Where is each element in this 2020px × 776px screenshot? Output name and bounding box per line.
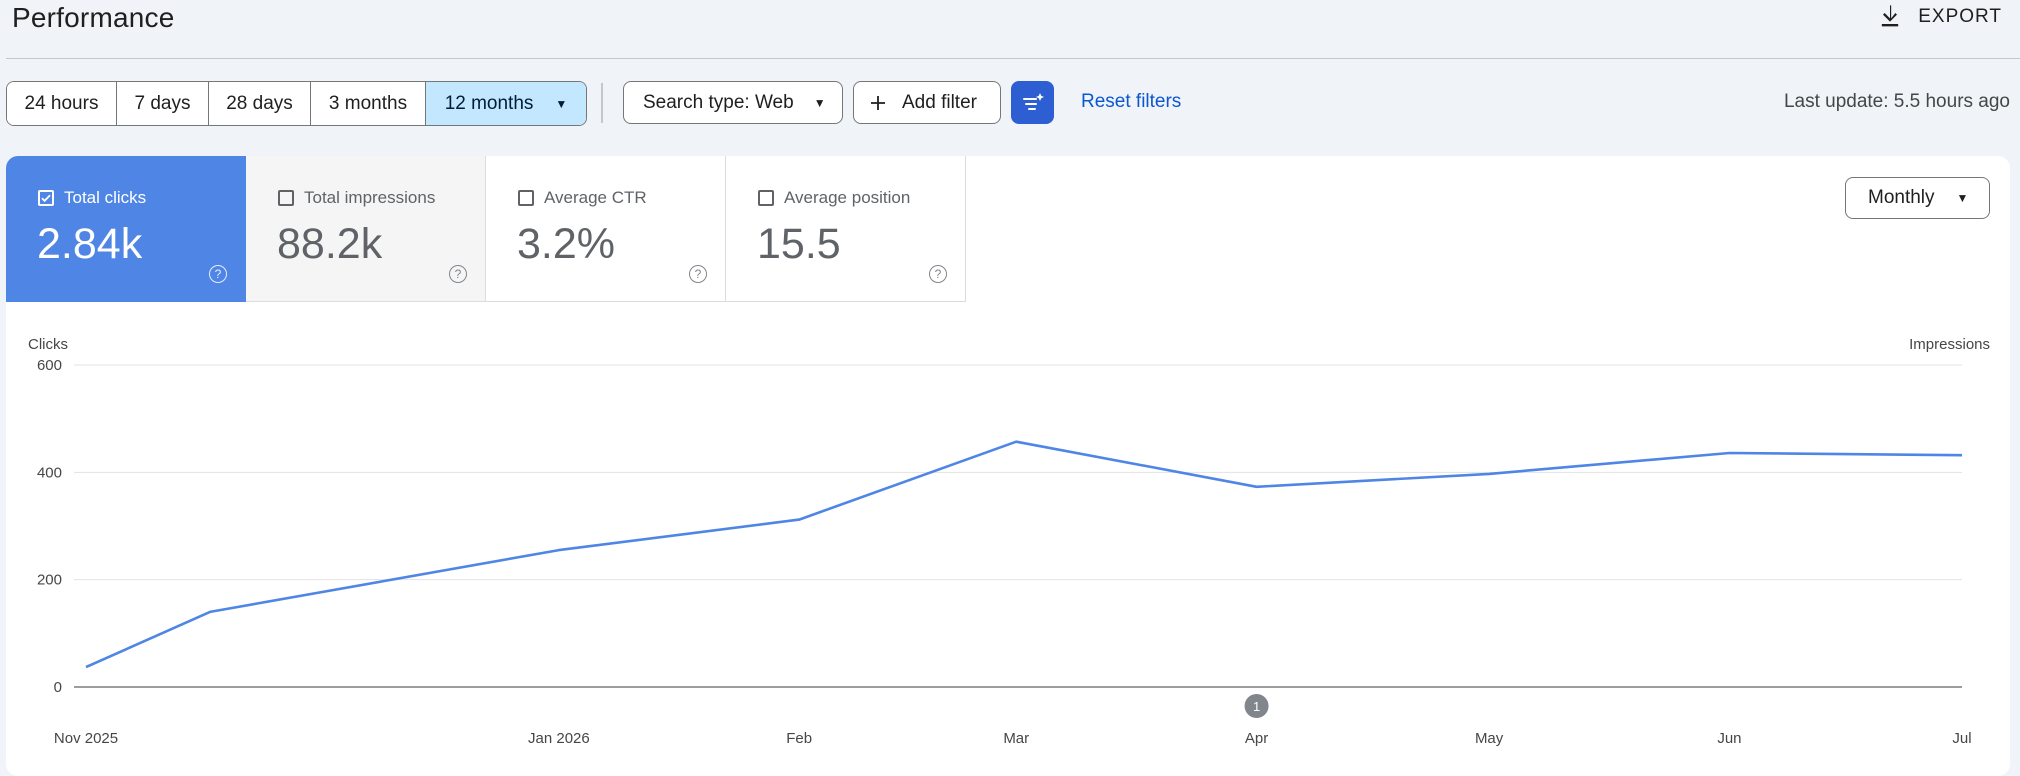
y-tick-label: 0 bbox=[54, 679, 62, 696]
y-tick-label: 200 bbox=[37, 572, 62, 589]
metric-value: 88.2k bbox=[277, 220, 383, 268]
y2-axis-label: Impressions bbox=[1909, 336, 1990, 353]
chart-series bbox=[84, 440, 1964, 669]
clicks-line-chart: Clicks Impressions 0 200 400 600 Nov 2025 Ja… bbox=[28, 336, 1990, 747]
x-tick-label: Jan 2026 bbox=[528, 730, 590, 747]
performance-card: Total clicks 2.84k ? Total impressions 8… bbox=[6, 156, 2010, 776]
clicks-series-line bbox=[85, 440, 1963, 669]
metric-average-position[interactable]: Average position 15.5 ? bbox=[726, 156, 966, 302]
data-point[interactable] bbox=[1255, 485, 1259, 489]
y-axis-label: Clicks bbox=[28, 336, 68, 353]
x-tick-label: May bbox=[1475, 730, 1504, 747]
caret-down-icon: ▼ bbox=[555, 96, 568, 111]
last-update-text: Last update: 5.5 hours ago bbox=[1783, 91, 2010, 112]
date-range-12-months[interactable]: 12 months ▼ bbox=[426, 82, 586, 125]
data-point[interactable] bbox=[1014, 440, 1018, 444]
annotation-label: 1 bbox=[1253, 699, 1260, 714]
x-tick-label: Apr bbox=[1245, 730, 1268, 747]
x-tick-label: Jul bbox=[1952, 730, 1971, 747]
date-range-7-days[interactable]: 7 days bbox=[117, 82, 209, 125]
granularity-dropdown[interactable]: Monthly ▼ bbox=[1845, 177, 1990, 219]
data-point[interactable] bbox=[1727, 451, 1731, 455]
data-point[interactable] bbox=[208, 610, 212, 614]
help-icon[interactable]: ? bbox=[689, 265, 707, 283]
x-tick-label: Jun bbox=[1717, 730, 1741, 747]
export-button[interactable]: EXPORT bbox=[1876, 0, 2002, 34]
metric-label: Average position bbox=[784, 188, 911, 207]
data-point[interactable] bbox=[797, 518, 801, 522]
ai-filter-button[interactable] bbox=[1011, 81, 1054, 124]
download-icon bbox=[1882, 5, 1899, 27]
date-range-3-months[interactable]: 3 months bbox=[311, 82, 426, 125]
page-title: Performance bbox=[12, 2, 175, 33]
x-tick-label: Mar bbox=[1003, 730, 1029, 747]
date-range-24-hours[interactable]: 24 hours bbox=[7, 82, 117, 125]
metric-value: 2.84k bbox=[37, 220, 143, 268]
metric-value: 3.2% bbox=[517, 220, 616, 268]
metric-label: Average CTR bbox=[544, 188, 647, 207]
reset-filters-link[interactable]: Reset filters bbox=[1081, 91, 1182, 112]
data-point[interactable] bbox=[84, 665, 88, 669]
data-point[interactable] bbox=[1960, 453, 1964, 457]
metric-total-impressions[interactable]: Total impressions 88.2k ? bbox=[246, 156, 486, 302]
metric-average-ctr[interactable]: Average CTR 3.2% ? bbox=[486, 156, 726, 302]
data-point[interactable] bbox=[1487, 472, 1491, 476]
caret-down-icon: ▼ bbox=[1956, 191, 1969, 205]
metric-value: 15.5 bbox=[757, 220, 841, 268]
chart-annotations: 1 bbox=[1244, 694, 1269, 718]
checkbox-icon[interactable] bbox=[518, 190, 534, 206]
caret-down-icon: ▼ bbox=[813, 95, 826, 110]
plus-icon bbox=[871, 95, 885, 110]
y-tick-label: 400 bbox=[37, 464, 62, 481]
metric-label: Total impressions bbox=[304, 188, 436, 207]
date-range-28-days[interactable]: 28 days bbox=[209, 82, 311, 125]
help-icon[interactable]: ? bbox=[209, 265, 227, 283]
x-axis-ticks: Nov 2025 Jan 2026 Feb Mar Apr May Jun Jul bbox=[54, 730, 1972, 747]
checkbox-icon[interactable] bbox=[758, 190, 774, 206]
help-icon[interactable]: ? bbox=[449, 265, 467, 283]
x-tick-label: Feb bbox=[786, 730, 812, 747]
add-filter-button[interactable]: Add filter bbox=[853, 81, 1001, 124]
x-tick-label: Nov 2025 bbox=[54, 730, 118, 747]
chart-grid: 0 200 400 600 bbox=[37, 357, 1962, 696]
help-icon[interactable]: ? bbox=[929, 265, 947, 283]
date-range-selector: 24 hours 7 days 28 days 3 months 12 mont… bbox=[6, 81, 587, 126]
metric-total-clicks[interactable]: Total clicks 2.84k ? bbox=[6, 156, 246, 302]
checkbox-icon[interactable] bbox=[278, 190, 294, 206]
annotation-marker[interactable] bbox=[1244, 694, 1269, 718]
search-type-dropdown[interactable]: Search type: Web ▼ bbox=[623, 81, 843, 124]
header-divider bbox=[6, 58, 2020, 59]
toolbar-divider bbox=[601, 83, 603, 123]
data-point[interactable] bbox=[557, 548, 561, 552]
checkbox-checked-icon[interactable] bbox=[38, 190, 54, 206]
metric-label: Total clicks bbox=[64, 188, 147, 207]
sparkle-filter-icon bbox=[1022, 92, 1044, 110]
export-label: EXPORT bbox=[1918, 6, 2002, 27]
y-tick-label: 600 bbox=[37, 357, 62, 374]
